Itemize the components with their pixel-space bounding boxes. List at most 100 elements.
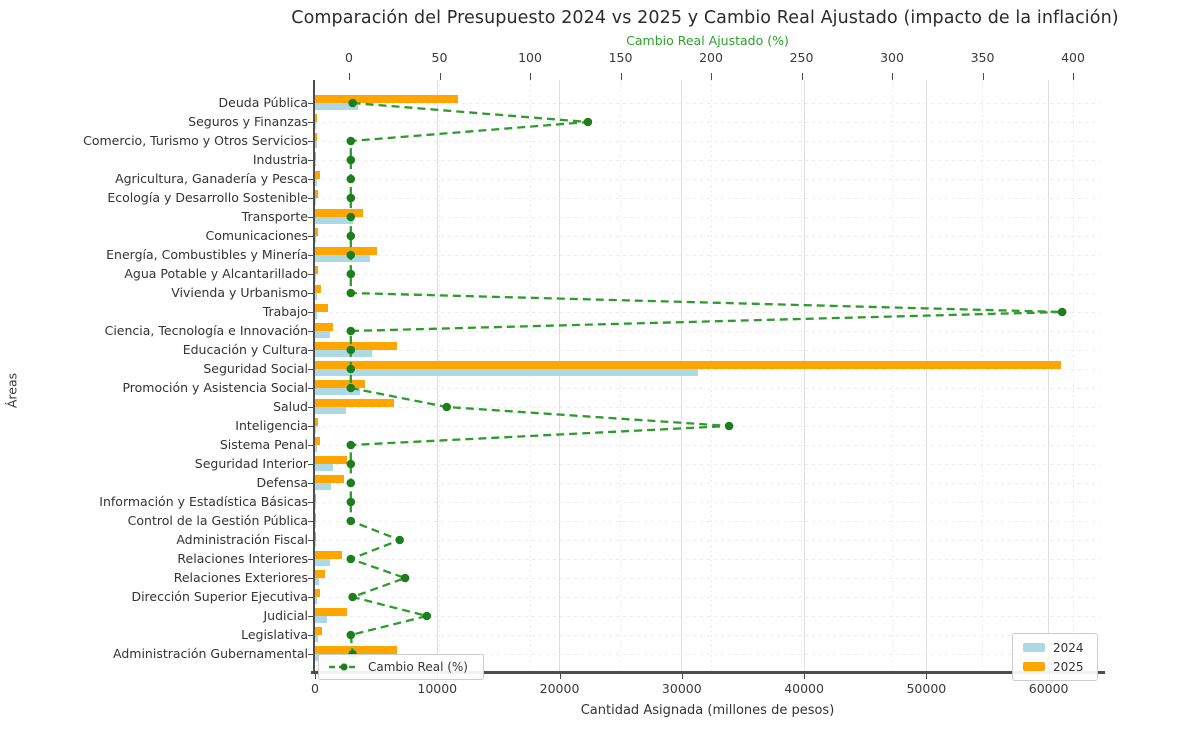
gridline-horizontal: [315, 121, 1100, 123]
bar-2024: [315, 407, 346, 414]
gridline-horizontal: [315, 615, 1100, 617]
bar-2025: [315, 152, 317, 160]
category-label: Administración Fiscal: [176, 532, 308, 547]
cambio-real-line: [347, 101, 1063, 655]
category-label: Información y Estadística Básicas: [99, 494, 308, 509]
gridline-horizontal: [315, 406, 1100, 408]
gridline-horizontal: [315, 425, 1100, 427]
gridline-vertical-top: [801, 80, 802, 672]
bar-2025: [315, 456, 347, 464]
gridline-horizontal: [315, 273, 1100, 275]
y-axis-tick: [308, 140, 313, 142]
bar-2024: [315, 103, 358, 110]
bar-2025: [315, 646, 397, 654]
gridline-horizontal: [315, 577, 1100, 579]
bar-2024: [315, 293, 317, 300]
gridline-vertical: [803, 80, 805, 672]
gridline-horizontal: [315, 539, 1100, 541]
legend-swatch-2025: [1023, 662, 1045, 671]
bar-2025: [315, 266, 319, 274]
category-label: Agricultura, Ganadería y Pesca: [115, 171, 308, 186]
gridline-vertical-top: [439, 80, 440, 672]
bar-2025: [315, 494, 316, 502]
bar-2024: [315, 635, 319, 642]
category-label: Comercio, Turismo y Otros Servicios: [83, 133, 308, 148]
gridline-vertical: [681, 80, 683, 672]
legend-label-2025: 2025: [1053, 659, 1084, 674]
y-axis-tick: [308, 463, 313, 465]
gridline-horizontal: [315, 520, 1100, 522]
gridline-horizontal: [315, 349, 1100, 351]
bar-2024: [315, 274, 317, 281]
bar-2025: [315, 380, 366, 388]
x-axis-tick-top: [349, 73, 350, 80]
gridline-vertical-top: [529, 80, 531, 672]
x-axis-tick-label-top: 400: [1061, 50, 1085, 65]
category-label: Deuda Pública: [218, 95, 308, 110]
gridline-horizontal: [315, 387, 1100, 389]
category-label: Seguridad Interior: [194, 456, 308, 471]
y-axis-tick: [308, 197, 313, 199]
bottom-axis-label: Cantidad Asignada (millones de pesos): [580, 703, 835, 718]
y-axis-tick: [308, 501, 313, 503]
category-label: Dirección Superior Ejecutiva: [131, 589, 308, 604]
gridline-horizontal: [315, 596, 1100, 598]
y-axis-tick: [308, 159, 313, 161]
bar-2024: [315, 198, 317, 205]
x-axis-tick-bottom: [926, 674, 928, 679]
bar-2025: [315, 608, 347, 616]
gridline-horizontal: [315, 235, 1100, 237]
x-axis-tick-top: [982, 73, 984, 80]
legend-years: 2024 2025: [1012, 633, 1098, 681]
gridline-horizontal: [315, 558, 1100, 560]
y-axis-tick: [308, 330, 313, 332]
gridline-horizontal: [315, 311, 1100, 313]
bar-2024: [315, 502, 316, 509]
gridline-horizontal: [315, 216, 1100, 218]
category-label: Energía, Combustibles y Minería: [106, 247, 308, 262]
gridline-vertical-top: [620, 80, 621, 672]
bar-2025: [315, 475, 345, 483]
x-axis-tick-bottom: [559, 674, 561, 679]
gridline-vertical: [1048, 80, 1050, 672]
bar-2025: [315, 399, 395, 407]
y-axis-tick: [308, 482, 313, 484]
x-axis-tick-bottom: [315, 674, 316, 679]
x-axis-tick-label-bottom: 40000: [784, 681, 824, 696]
legend-swatch-2024: [1023, 643, 1045, 652]
x-axis-tick-label-top: 200: [699, 50, 723, 65]
bar-2024: [315, 426, 317, 433]
y-axis-tick: [308, 558, 313, 560]
x-axis-tick-label-top: 0: [345, 50, 353, 65]
y-axis-tick: [308, 520, 313, 522]
y-axis-tick: [308, 368, 313, 370]
gridline-vertical: [559, 80, 561, 672]
gridline-horizontal: [315, 501, 1100, 503]
x-axis-tick-top: [530, 73, 531, 80]
gridline-horizontal: [315, 140, 1100, 142]
bar-2024: [315, 578, 319, 585]
category-label: Administración Gubernamental: [113, 646, 308, 661]
bar-2025: [315, 114, 317, 122]
category-label: Legislativa: [241, 627, 308, 642]
y-axis-tick: [308, 121, 313, 123]
category-label: Comunicaciones: [205, 228, 308, 243]
y-axis-tick: [308, 235, 313, 237]
y-axis-tick: [308, 444, 313, 446]
x-axis-tick-bottom: [681, 674, 683, 679]
bar-2025: [315, 342, 397, 350]
bar-2025: [315, 247, 378, 255]
y-axis-tick: [308, 311, 313, 313]
y-axis-tick: [308, 596, 313, 598]
y-axis-tick: [308, 292, 313, 294]
gridline-vertical-top: [1072, 80, 1074, 672]
gridline-horizontal: [315, 634, 1100, 636]
bar-2024: [315, 331, 330, 338]
category-label: Ciencia, Tecnología e Innovación: [104, 323, 308, 338]
gridline-vertical-top: [891, 80, 893, 672]
bar-2024: [315, 236, 317, 243]
bar-2025: [315, 133, 318, 141]
bar-2025: [315, 361, 1061, 369]
category-label: Defensa: [256, 475, 308, 490]
y-axis-tick: [308, 254, 313, 256]
